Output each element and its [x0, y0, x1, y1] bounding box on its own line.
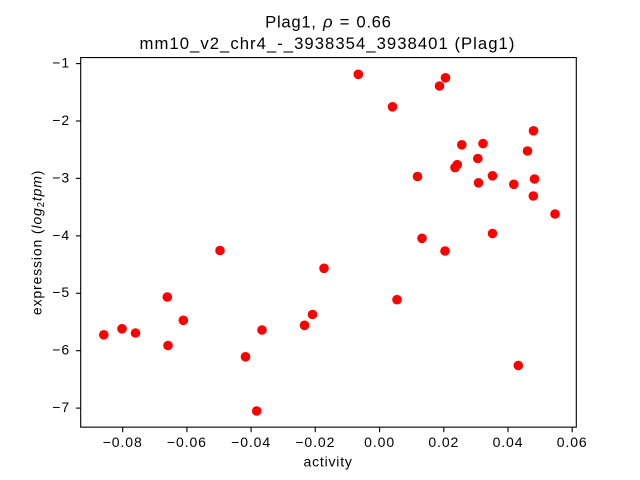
svg-text:−1: −1	[52, 55, 70, 71]
svg-text:−4: −4	[52, 227, 70, 243]
svg-text:−5: −5	[52, 284, 70, 300]
svg-text:−3: −3	[52, 169, 70, 185]
svg-text:Plag1, ρ = 0.66: Plag1, ρ = 0.66	[265, 13, 392, 32]
svg-text:−0.08: −0.08	[103, 434, 143, 450]
svg-text:0.02: 0.02	[428, 434, 459, 450]
svg-text:activity: activity	[304, 454, 353, 470]
svg-text:0.06: 0.06	[557, 434, 588, 450]
svg-text:−6: −6	[52, 342, 70, 358]
svg-text:expression (log2tpm): expression (log2tpm)	[29, 170, 48, 315]
svg-text:−0.06: −0.06	[167, 434, 207, 450]
svg-text:mm10_v2_chr4_-_3938354_3938401: mm10_v2_chr4_-_3938354_3938401 (Plag1)	[140, 34, 516, 53]
svg-text:−0.02: −0.02	[295, 434, 335, 450]
svg-text:−2: −2	[52, 112, 70, 128]
svg-text:−7: −7	[52, 399, 70, 415]
svg-text:0.04: 0.04	[493, 434, 524, 450]
svg-text:−0.04: −0.04	[231, 434, 271, 450]
svg-text:0.00: 0.00	[364, 434, 395, 450]
